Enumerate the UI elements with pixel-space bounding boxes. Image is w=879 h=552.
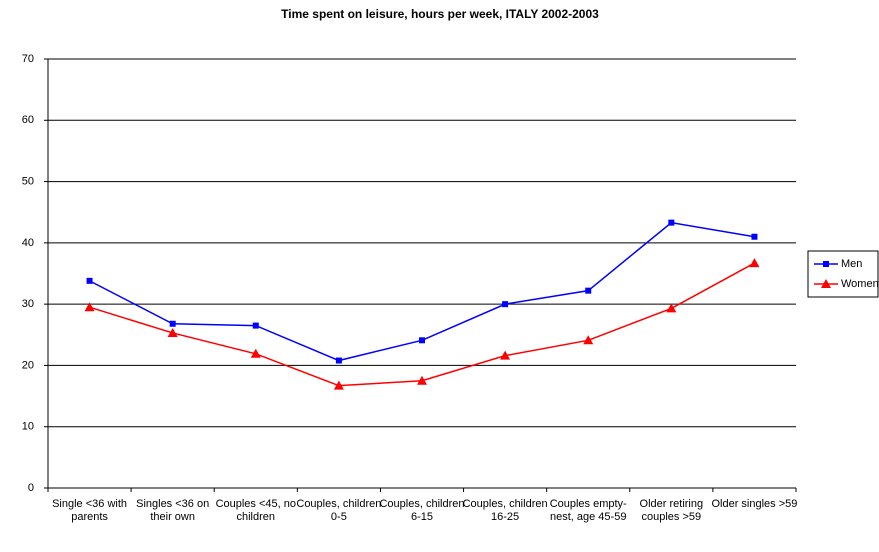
point bbox=[333, 380, 344, 390]
y-tick-label: 0 bbox=[28, 482, 34, 494]
x-tick-label: Couples <45, no children bbox=[215, 498, 296, 523]
y-tick-label: 50 bbox=[22, 175, 34, 187]
point bbox=[668, 219, 675, 226]
x-tick-label: Couples, children 0-5 bbox=[296, 498, 382, 523]
point bbox=[419, 337, 425, 344]
x-tick-label: Couples, children 6-15 bbox=[379, 498, 465, 523]
point bbox=[502, 301, 509, 308]
x-tick-label: Older retiring couples >59 bbox=[639, 498, 704, 523]
x-tick-label: Couples empty-nest, age 45-59 bbox=[549, 498, 627, 523]
legend-box bbox=[807, 250, 879, 298]
legend-marker bbox=[823, 261, 829, 267]
point bbox=[666, 303, 677, 313]
point bbox=[169, 320, 176, 327]
x-tick-label: Couples, children 16-25 bbox=[462, 498, 548, 523]
x-tick-label: Older singles >59 bbox=[711, 498, 798, 510]
point bbox=[250, 348, 261, 358]
legend-label: Men bbox=[841, 258, 862, 270]
y-tick-label: 10 bbox=[22, 421, 34, 433]
point bbox=[86, 277, 93, 284]
point bbox=[500, 350, 511, 360]
point bbox=[335, 357, 342, 364]
y-tick-label: 20 bbox=[22, 359, 34, 371]
point bbox=[585, 287, 592, 294]
point bbox=[167, 327, 178, 337]
y-tick-label: 30 bbox=[22, 298, 34, 310]
y-tick-label: 40 bbox=[22, 237, 34, 249]
point bbox=[751, 233, 758, 240]
legend-marker bbox=[821, 279, 831, 288]
x-tick-label: Singles <36 on their own bbox=[136, 498, 210, 523]
y-tick-label: 60 bbox=[22, 114, 34, 126]
point bbox=[417, 375, 427, 385]
chart-title: Time spent on leisure, hours per week, I… bbox=[281, 7, 599, 21]
x-tick-label: Single <36 with parents bbox=[52, 498, 128, 523]
legend-label: Women bbox=[841, 278, 879, 290]
point bbox=[252, 322, 259, 329]
point bbox=[583, 335, 594, 345]
point bbox=[84, 302, 95, 312]
point bbox=[749, 258, 760, 268]
y-tick-label: 70 bbox=[22, 53, 34, 65]
